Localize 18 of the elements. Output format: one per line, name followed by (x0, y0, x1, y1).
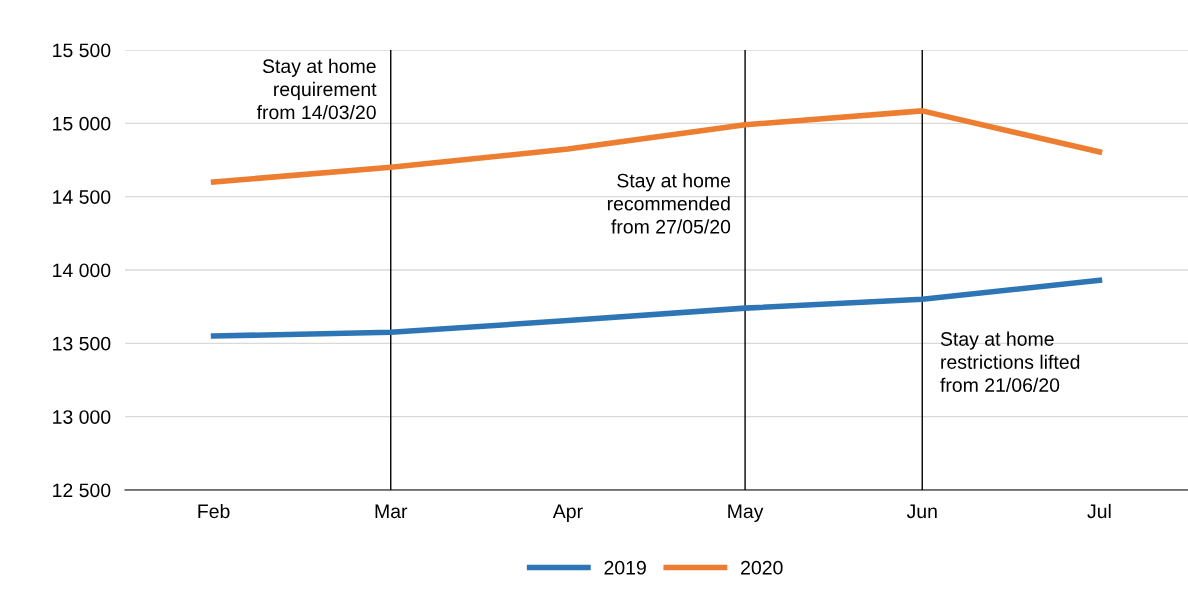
x-tick-label: May (728, 504, 764, 523)
ref-line-label: Stay at home restrictions lifted from 21/06/20 (940, 331, 1080, 392)
ref-line-label: Stay at home recommended from 27/05/20 (607, 173, 731, 234)
x-tick-label: Mar (375, 504, 408, 519)
y-tick-label: 13 000 (53, 410, 111, 424)
x-tick-label: Feb (198, 503, 230, 519)
y-tick-label: 15 000 (53, 116, 111, 131)
ref-line-label: Stay at home requirement from 14/03/20 (256, 58, 377, 120)
y-tick-label: 14 000 (53, 263, 111, 278)
legend-label: 2019 (604, 560, 646, 575)
y-tick-label: 13 500 (53, 336, 111, 351)
x-tick-label: Apr (552, 504, 583, 523)
x-tick-label: Jun (906, 504, 937, 519)
y-tick-label: 15 500 (53, 43, 111, 58)
x-tick-label: Jul (1087, 503, 1111, 519)
legend-label: 2020 (741, 560, 783, 575)
y-tick-label: 14 500 (53, 190, 111, 204)
y-tick-label: 12 500 (53, 483, 111, 498)
